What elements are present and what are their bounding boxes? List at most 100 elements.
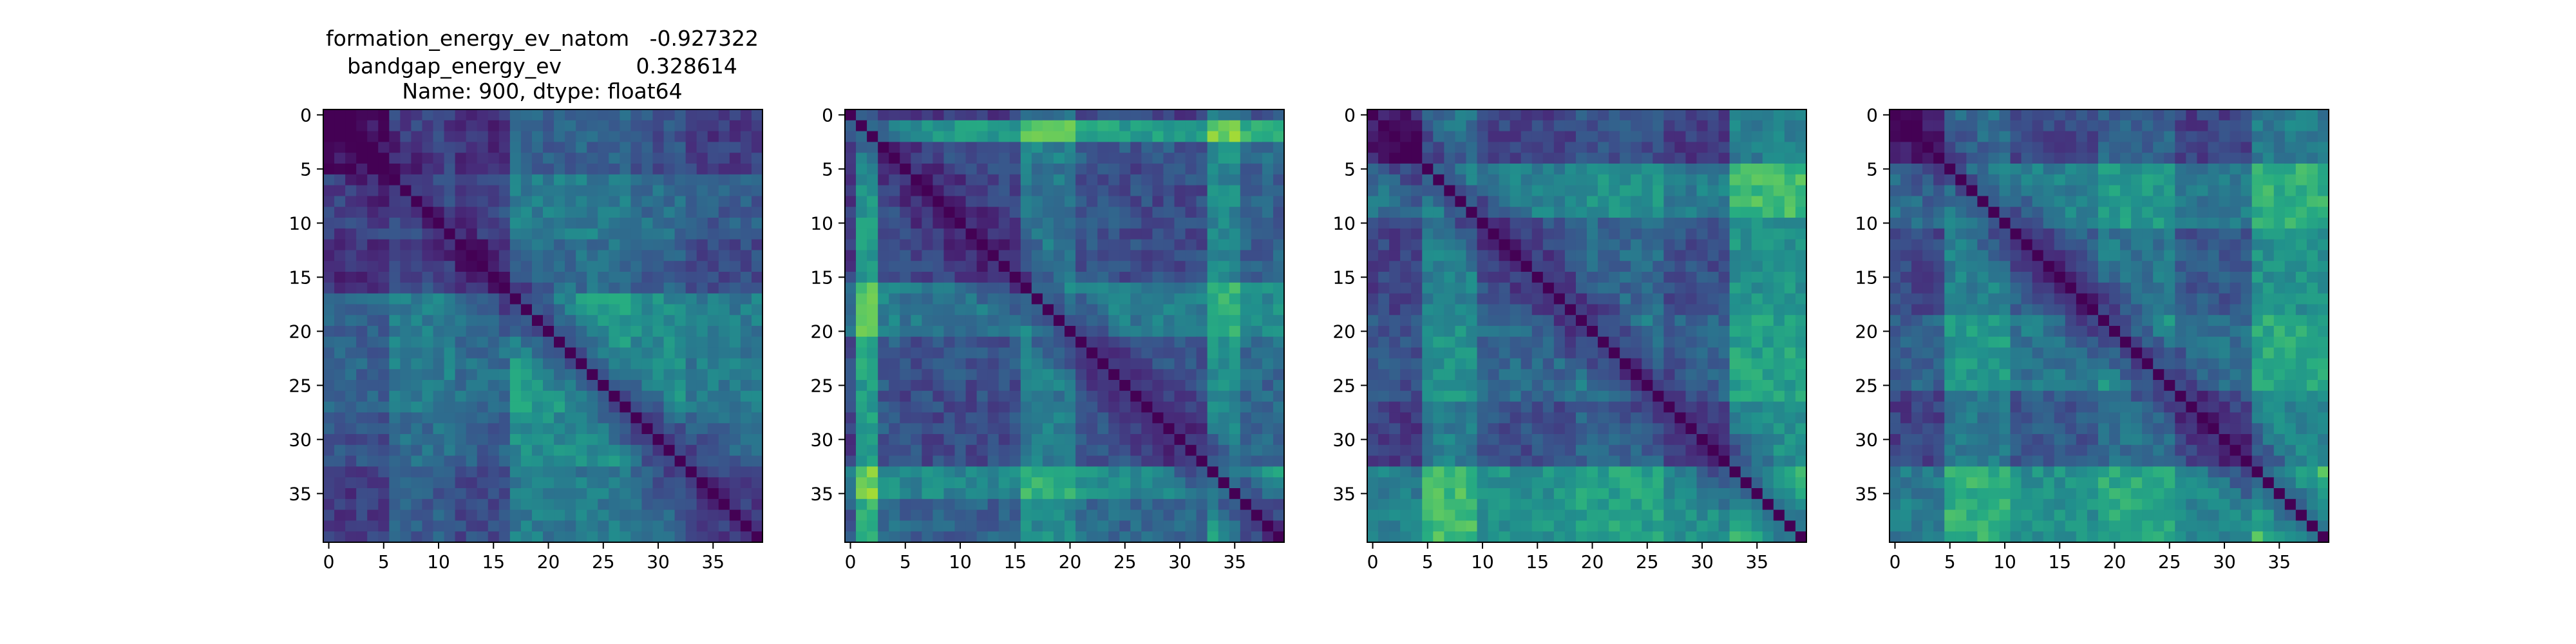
heatmap-cell xyxy=(455,326,467,337)
heatmap-cell xyxy=(1240,477,1252,489)
heatmap-cell xyxy=(889,369,900,381)
heatmap-cell xyxy=(740,347,752,359)
heatmap-cell xyxy=(1141,261,1153,272)
heatmap-cell xyxy=(630,455,643,467)
heatmap-cell xyxy=(433,412,445,424)
heatmap-cell xyxy=(1020,228,1032,240)
heatmap-cell xyxy=(411,261,423,272)
heatmap-cell xyxy=(900,261,911,272)
heatmap-cell xyxy=(1718,272,1730,283)
heatmap-cell xyxy=(943,131,956,142)
heatmap-cell xyxy=(1130,196,1142,207)
heatmap-cell xyxy=(911,380,922,392)
heatmap-cell xyxy=(856,293,867,305)
heatmap-cell xyxy=(1455,109,1467,121)
heatmap-cell xyxy=(1477,380,1489,392)
heatmap-cell xyxy=(1141,466,1153,478)
heatmap-cell xyxy=(1075,293,1087,305)
heatmap-cell xyxy=(554,109,565,121)
heatmap-cell xyxy=(565,218,576,229)
heatmap-cell xyxy=(954,358,967,370)
heatmap-cell xyxy=(1696,207,1709,218)
heatmap-cell xyxy=(433,531,445,543)
heatmap-cell xyxy=(922,347,933,359)
heatmap-cell xyxy=(400,131,412,142)
heatmap-cell xyxy=(1185,477,1197,489)
heatmap-cell xyxy=(652,401,665,413)
heatmap-cell xyxy=(751,455,763,467)
heatmap-cell xyxy=(1564,109,1577,121)
heatmap-cell xyxy=(367,142,379,153)
heatmap-cell xyxy=(1262,434,1274,446)
heatmap-cell xyxy=(444,326,456,337)
heatmap-cell xyxy=(1042,520,1054,532)
heatmap-cell xyxy=(1108,444,1120,457)
heatmap-cell xyxy=(1196,261,1208,272)
heatmap-cell xyxy=(696,358,708,370)
heatmap-cell xyxy=(389,444,401,457)
y-tick-label: 30 xyxy=(1332,429,1356,450)
heatmap-cell xyxy=(1510,531,1522,543)
heatmap-cell xyxy=(345,239,357,251)
heatmap-cell xyxy=(1653,250,1664,261)
heatmap-cell xyxy=(1218,423,1230,435)
heatmap-cell xyxy=(1674,272,1687,283)
heatmap-cell xyxy=(1262,455,1274,467)
heatmap-cell xyxy=(1510,336,1522,348)
heatmap-cell xyxy=(1762,250,1774,261)
heatmap-cell xyxy=(1620,401,1631,413)
heatmap-cell xyxy=(1422,228,1434,240)
heatmap-cell xyxy=(509,304,522,316)
heatmap-cell xyxy=(1389,282,1401,294)
heatmap-cell xyxy=(1251,444,1263,457)
heatmap-cell xyxy=(1108,498,1120,511)
heatmap-cell xyxy=(554,282,565,294)
heatmap-cell xyxy=(1185,326,1197,337)
heatmap-cell xyxy=(1240,261,1252,272)
heatmap-cell xyxy=(334,250,346,261)
heatmap-cell xyxy=(1477,531,1489,543)
heatmap-cell xyxy=(1042,336,1054,348)
heatmap-cell xyxy=(1130,509,1142,521)
heatmap-cell xyxy=(1141,304,1153,316)
heatmap-cell xyxy=(1564,488,1577,500)
heatmap-cell xyxy=(598,142,609,153)
heatmap-cell xyxy=(1031,120,1043,132)
heatmap-cell xyxy=(1185,369,1197,381)
heatmap-cell xyxy=(356,207,368,218)
heatmap-cell xyxy=(630,498,643,511)
heatmap-cell xyxy=(1531,293,1544,305)
heatmap-cell xyxy=(889,304,900,316)
heatmap-cell xyxy=(620,401,631,413)
heatmap-cell xyxy=(543,153,554,164)
heatmap-cell xyxy=(2273,120,2286,132)
heatmap-cell xyxy=(1609,142,1620,153)
heatmap-cell xyxy=(1795,218,1807,229)
heatmap-cell xyxy=(1784,347,1796,359)
heatmap-cell xyxy=(1718,336,1730,348)
heatmap-cell xyxy=(422,380,434,392)
heatmap-cell xyxy=(543,444,554,457)
heatmap-cell xyxy=(1740,498,1752,511)
heatmap-cell xyxy=(565,207,576,218)
heatmap-cell xyxy=(933,380,945,392)
heatmap-cell xyxy=(1411,477,1423,489)
heatmap-cell xyxy=(509,218,522,229)
heatmap-cell xyxy=(1218,142,1230,153)
heatmap-cell xyxy=(466,196,478,207)
heatmap-cell xyxy=(1378,315,1390,327)
heatmap-cell xyxy=(976,239,989,251)
x-tick-label: 10 xyxy=(1471,551,1494,573)
heatmap-cell xyxy=(943,358,956,370)
heatmap-cell xyxy=(1696,282,1709,294)
heatmap-cell xyxy=(1152,509,1164,521)
heatmap-cell xyxy=(1784,412,1796,424)
heatmap-cell xyxy=(1130,282,1142,294)
heatmap-cell xyxy=(620,369,631,381)
heatmap-cell xyxy=(587,444,598,457)
heatmap-cell xyxy=(1141,282,1153,294)
heatmap-cell xyxy=(345,466,357,478)
heatmap-cell xyxy=(1707,466,1719,478)
heatmap-cell xyxy=(367,239,379,251)
heatmap-cell xyxy=(1218,412,1230,424)
